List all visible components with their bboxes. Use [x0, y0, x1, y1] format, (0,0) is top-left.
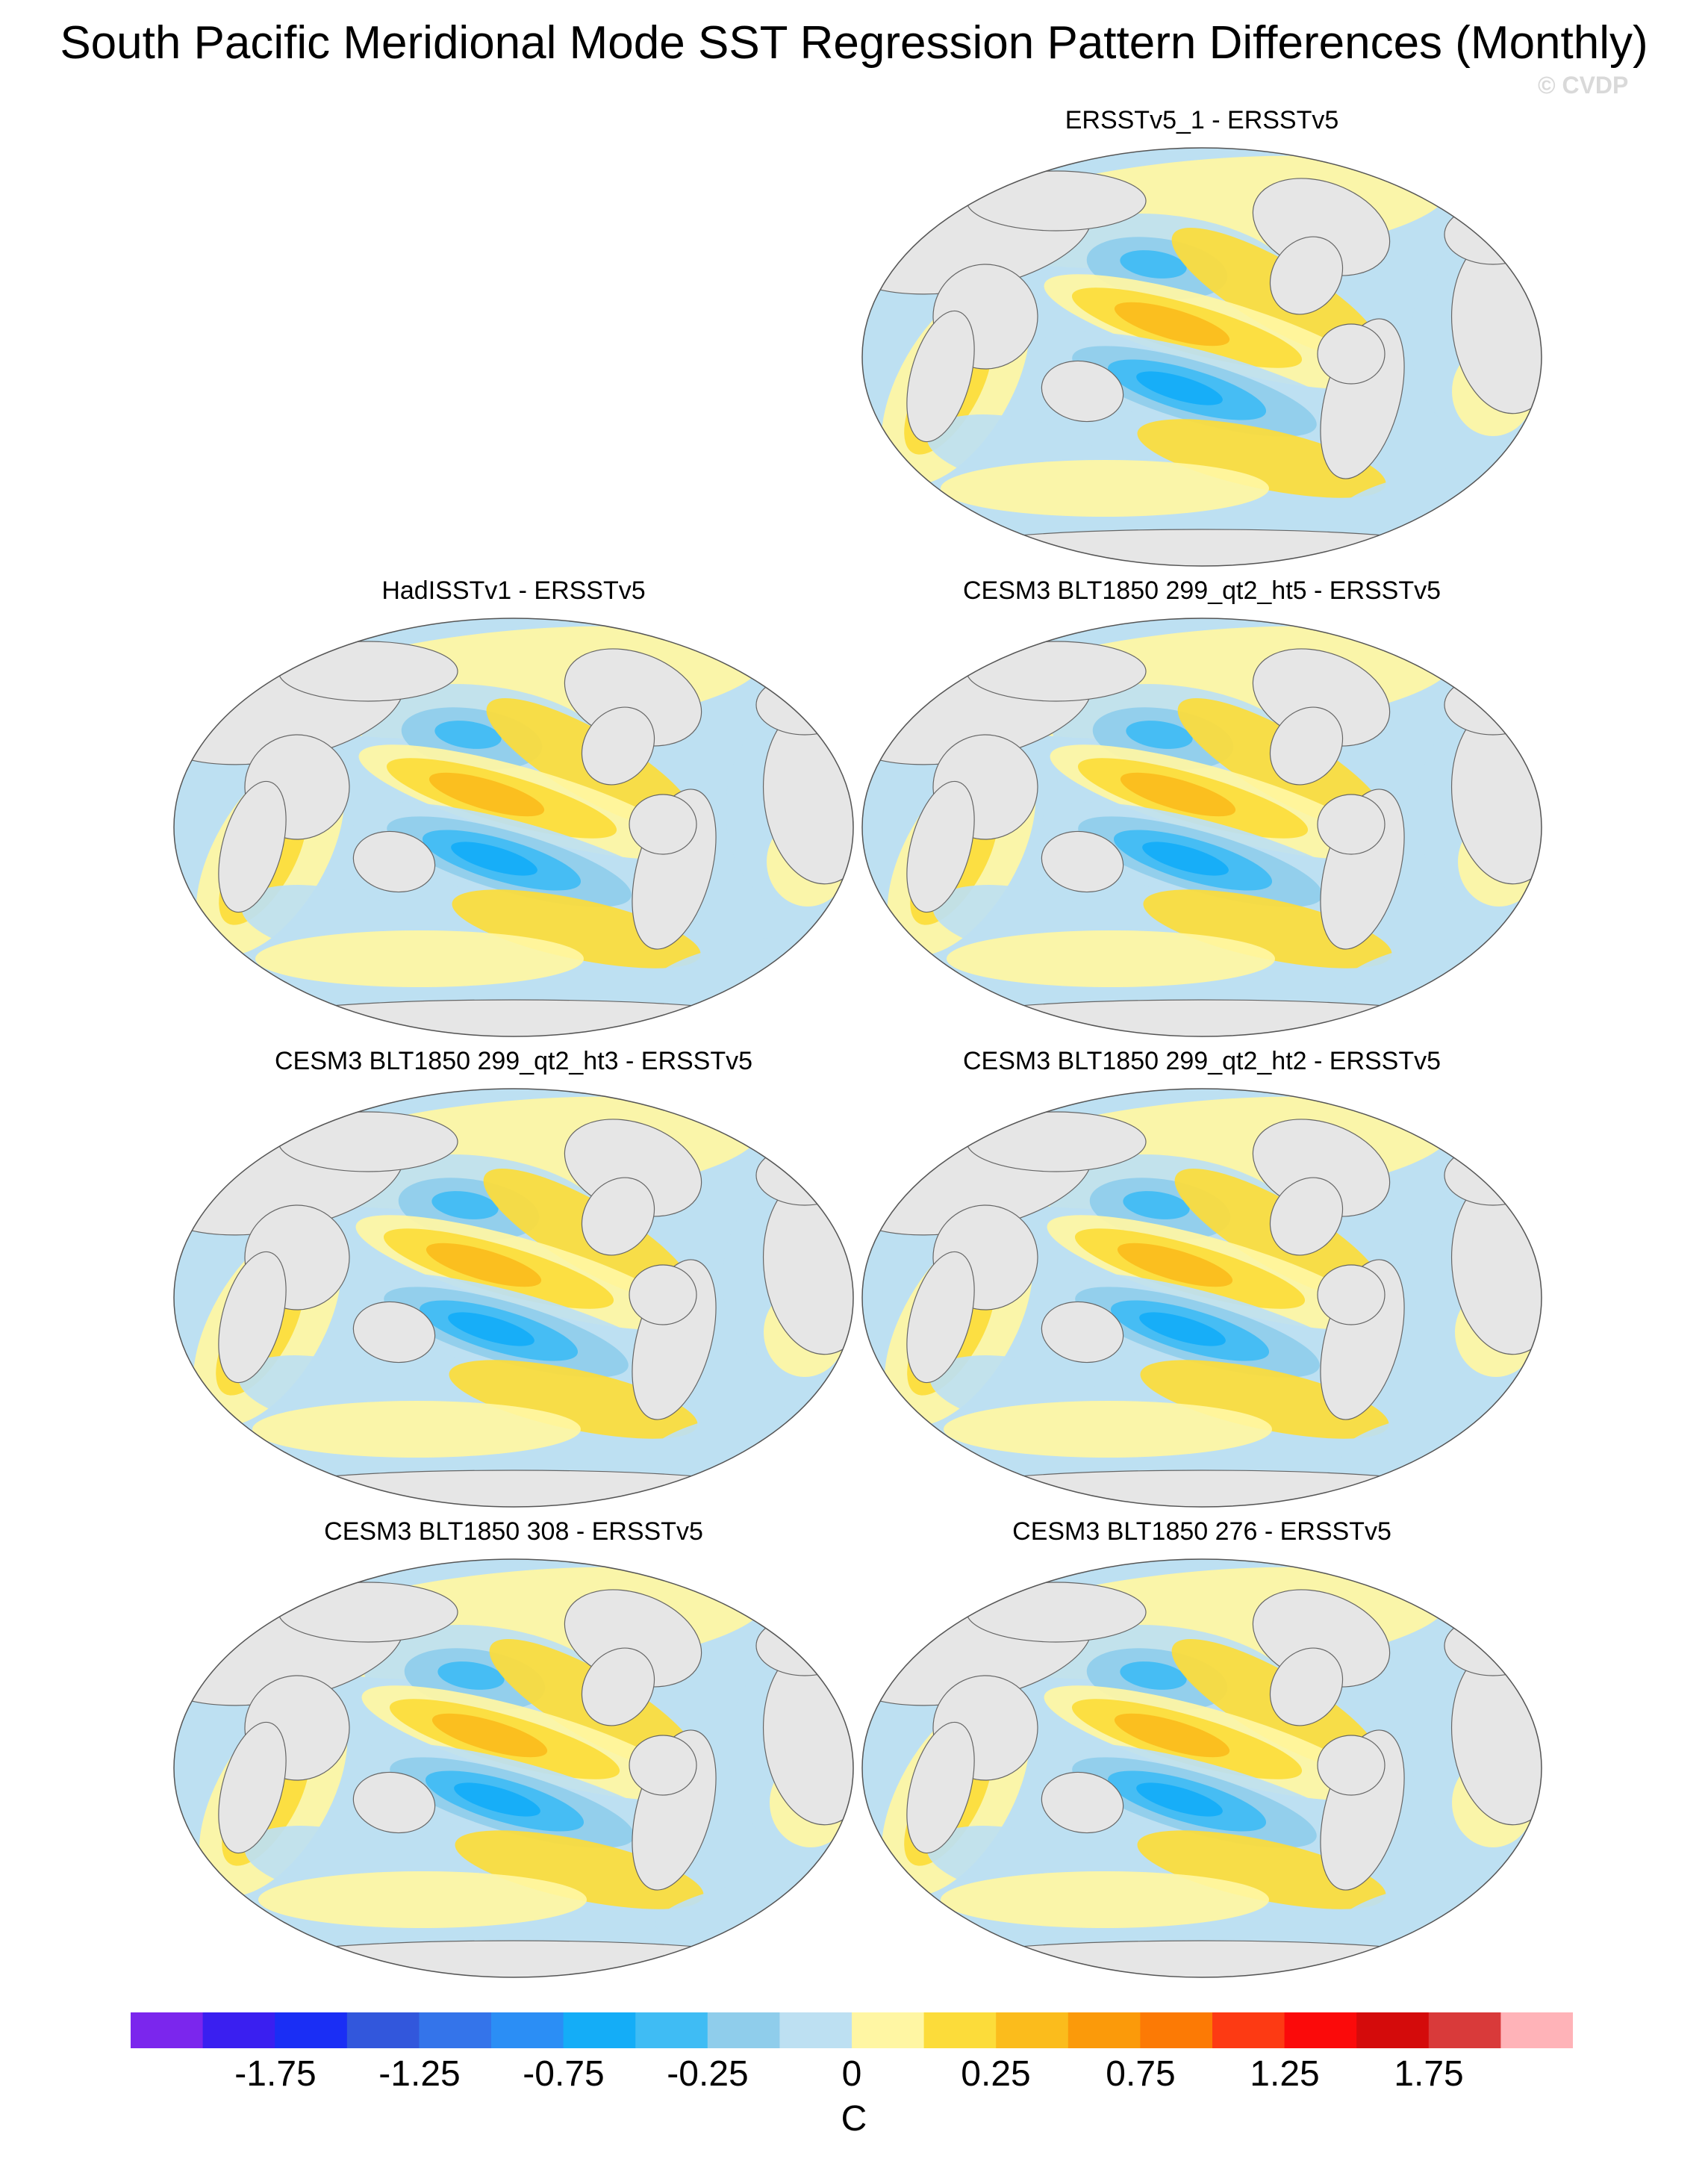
map-svg: [173, 1558, 854, 1978]
panel-title: HadISSTv1 - ERSSTv5: [381, 576, 646, 605]
colorbar-swatch: [202, 2012, 275, 2048]
colorbar-swatch: [1068, 2012, 1141, 2048]
colorbar-swatch: [1212, 2012, 1285, 2048]
colorbar-label: 0: [841, 2054, 862, 2094]
colorbar-label: 1.25: [1250, 2054, 1320, 2094]
colorbar-swatch: [1500, 2012, 1573, 2048]
colorbar-label: -0.75: [523, 2054, 605, 2094]
colorbar-label: 0.75: [1106, 2054, 1176, 2094]
map-panel-5: CESM3 BLT1850 299_qt2_ht2 - ERSSTv5: [858, 1047, 1545, 1510]
colorbar-swatch: [491, 2012, 564, 2048]
map-svg: [861, 1558, 1542, 1978]
colorbar-swatch: [346, 2012, 420, 2048]
colorbar-label: -0.25: [667, 2054, 749, 2094]
colorbar: [131, 2012, 1573, 2048]
map-svg: [861, 1088, 1542, 1508]
colorbar-swatch: [707, 2012, 780, 2048]
colorbar-swatches: [131, 2012, 1573, 2048]
map-svg: [861, 618, 1542, 1037]
map-svg: [861, 147, 1542, 567]
colorbar-swatch: [419, 2012, 492, 2048]
colorbar-swatch: [635, 2012, 708, 2048]
colorbar-swatch: [923, 2012, 997, 2048]
colorbar-swatch: [779, 2012, 853, 2048]
panel-title: CESM3 BLT1850 299_qt2_ht3 - ERSSTv5: [274, 1047, 753, 1075]
colorbar-label: 1.75: [1394, 2054, 1464, 2094]
map-panel-3: CESM3 BLT1850 299_qt2_ht5 - ERSSTv5: [858, 576, 1545, 1039]
panel-title: CESM3 BLT1850 276 - ERSSTv5: [1012, 1517, 1391, 1546]
colorbar-label: -1.25: [378, 2054, 461, 2094]
figure-title: South Pacific Meridional Mode SST Regres…: [60, 17, 1648, 69]
colorbar-swatch: [131, 2012, 204, 2048]
colorbar-swatch: [563, 2012, 636, 2048]
map-svg: [173, 618, 854, 1037]
colorbar-swatch: [1284, 2012, 1357, 2048]
colorbar-swatch: [852, 2012, 925, 2048]
cvdp-watermark: © CVDP: [1538, 72, 1629, 99]
colorbar-swatch: [1428, 2012, 1501, 2048]
colorbar-swatch: [275, 2012, 348, 2048]
colorbar-label: -1.75: [234, 2054, 317, 2094]
panel-title: CESM3 BLT1850 299_qt2_ht2 - ERSSTv5: [962, 1047, 1441, 1075]
map-panel-6: CESM3 BLT1850 308 - ERSSTv5: [170, 1517, 857, 1980]
map-panel-2: HadISSTv1 - ERSSTv5: [170, 576, 857, 1039]
colorbar-swatch: [1140, 2012, 1213, 2048]
map-svg: [173, 1088, 854, 1508]
panel-title: CESM3 BLT1850 308 - ERSSTv5: [324, 1517, 703, 1546]
panel-title: CESM3 BLT1850 299_qt2_ht5 - ERSSTv5: [962, 576, 1441, 605]
colorbar-swatch: [1356, 2012, 1430, 2048]
colorbar-label: 0.25: [961, 2054, 1031, 2094]
map-panel-1: ERSSTv5_1 - ERSSTv5: [858, 106, 1545, 569]
panel-title: ERSSTv5_1 - ERSSTv5: [1065, 106, 1339, 134]
map-panel-4: CESM3 BLT1850 299_qt2_ht3 - ERSSTv5: [170, 1047, 857, 1510]
map-panel-7: CESM3 BLT1850 276 - ERSSTv5: [858, 1517, 1545, 1980]
colorbar-unit: C: [841, 2099, 867, 2139]
colorbar-swatch: [996, 2012, 1069, 2048]
